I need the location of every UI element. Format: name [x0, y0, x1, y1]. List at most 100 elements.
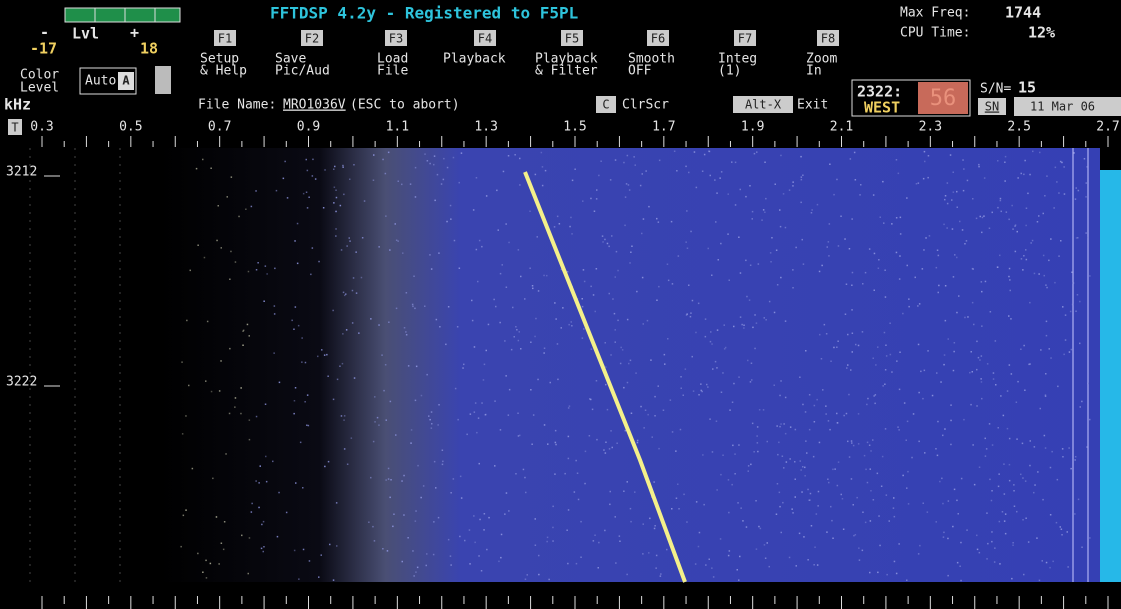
- speckle: [568, 458, 570, 460]
- speckle: [938, 255, 940, 257]
- speckle: [481, 402, 483, 404]
- speckle: [420, 497, 422, 499]
- level-spinner[interactable]: [155, 66, 171, 94]
- speckle: [738, 237, 740, 239]
- speckle: [471, 300, 473, 302]
- speckle: [500, 273, 502, 275]
- speckle: [769, 566, 771, 568]
- speckle: [706, 384, 708, 386]
- speckle: [1009, 279, 1011, 281]
- cpu-label: CPU Time:: [900, 26, 970, 41]
- speckle: [1051, 451, 1053, 453]
- speckle: [1076, 187, 1078, 189]
- speckle: [484, 364, 486, 366]
- speckle: [1062, 306, 1064, 308]
- speckle: [647, 320, 649, 322]
- speckle: [476, 249, 478, 251]
- speckle: [729, 409, 731, 411]
- speckle: [973, 324, 975, 326]
- speckle: [336, 197, 338, 199]
- speckle: [984, 177, 986, 179]
- speckle: [941, 478, 943, 480]
- speckle: [630, 252, 632, 254]
- speckle: [825, 405, 827, 407]
- speckle: [626, 183, 628, 185]
- speckle: [498, 561, 500, 563]
- speckle: [1038, 215, 1040, 217]
- speckle: [346, 329, 348, 331]
- speckle: [328, 461, 330, 463]
- speckle: [1045, 396, 1047, 398]
- speckle: [1043, 255, 1045, 257]
- speckle: [792, 269, 794, 271]
- speckle: [342, 363, 344, 365]
- speckle: [716, 421, 718, 423]
- speckle: [552, 540, 554, 542]
- speckle: [693, 390, 695, 392]
- speckle: [470, 413, 472, 415]
- speckle: [800, 156, 802, 158]
- speckle: [940, 381, 942, 383]
- speckle: [942, 503, 944, 505]
- speckle: [804, 467, 806, 469]
- speckle: [1084, 158, 1086, 160]
- speckle: [811, 209, 813, 211]
- speckle: [192, 468, 194, 470]
- speckle: [1044, 195, 1046, 197]
- speckle: [569, 405, 571, 407]
- speckle: [335, 228, 337, 230]
- speckle: [530, 389, 532, 391]
- speckle: [385, 364, 387, 366]
- speckle: [764, 212, 766, 214]
- speckle: [954, 254, 956, 256]
- speckle: [958, 295, 960, 297]
- speckle: [660, 573, 662, 575]
- speckle: [392, 526, 394, 528]
- speckle: [475, 402, 477, 404]
- speckle: [347, 464, 349, 466]
- speckle: [1002, 511, 1004, 513]
- speckle: [413, 575, 415, 577]
- speckle: [908, 306, 910, 308]
- speckle: [722, 455, 724, 457]
- speckle: [695, 332, 697, 334]
- speckle: [898, 173, 900, 175]
- speckle: [596, 198, 598, 200]
- speckle: [977, 549, 979, 551]
- speckle: [927, 177, 929, 179]
- speckle: [738, 376, 740, 378]
- speckle: [312, 247, 314, 249]
- speckle: [950, 404, 952, 406]
- speckle: [642, 173, 644, 175]
- speckle: [1075, 198, 1077, 200]
- speckle: [555, 442, 557, 444]
- speckle: [686, 314, 688, 316]
- speckle: [543, 275, 545, 277]
- axis-label: 2.3: [919, 120, 942, 135]
- speckle: [959, 221, 961, 223]
- speckle: [770, 252, 772, 254]
- speckle: [251, 511, 253, 513]
- speckle: [824, 324, 826, 326]
- speckle: [1046, 562, 1048, 564]
- speckle: [837, 485, 839, 487]
- speckle: [858, 413, 860, 415]
- speckle: [732, 445, 734, 447]
- speckle: [867, 442, 869, 444]
- speckle: [690, 231, 692, 233]
- speckle: [832, 469, 834, 471]
- speckle: [542, 166, 544, 168]
- speckle: [442, 450, 444, 452]
- speckle: [1024, 160, 1026, 162]
- speckle: [354, 377, 356, 379]
- speckle: [924, 161, 926, 163]
- speckle: [568, 509, 570, 511]
- speckle: [263, 551, 265, 553]
- speckle: [514, 336, 516, 338]
- speckle: [918, 182, 920, 184]
- speckle: [667, 264, 669, 266]
- speckle: [414, 308, 416, 310]
- speckle: [197, 245, 199, 247]
- speckle: [991, 500, 993, 502]
- speckle: [605, 366, 607, 368]
